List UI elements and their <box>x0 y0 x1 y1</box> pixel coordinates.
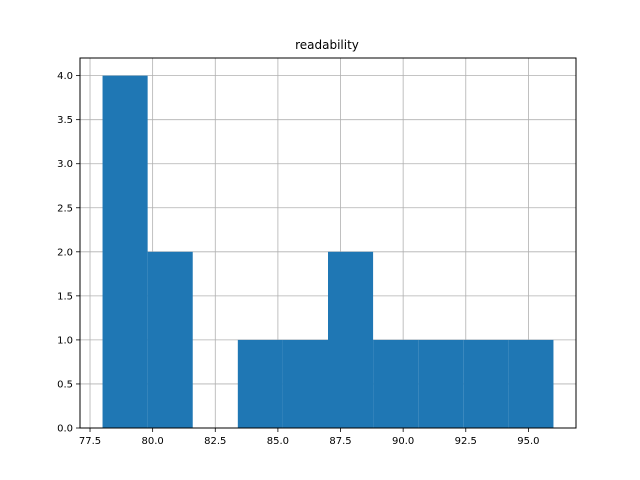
y-tick-label: 1.0 <box>57 335 73 346</box>
y-tick-label: 3.5 <box>57 115 73 126</box>
histogram-bar <box>102 75 148 428</box>
y-tick-label: 2.5 <box>57 203 73 214</box>
y-tick-label: 0.5 <box>57 379 73 390</box>
y-axis: 0.0 0.5 1.0 1.5 2.0 2.5 3.0 3.5 4.0 <box>57 71 80 435</box>
x-tick-label: 85.0 <box>267 436 289 447</box>
y-tick-label: 3.0 <box>57 159 73 170</box>
chart-title: readability <box>295 38 359 52</box>
y-tick-label: 0.0 <box>57 424 73 435</box>
x-tick-label: 95.0 <box>517 436 539 447</box>
histogram-bar <box>463 339 509 428</box>
x-tick-label: 80.0 <box>142 436 164 447</box>
histogram-bar <box>373 339 419 428</box>
bars-layer <box>102 75 554 428</box>
y-tick-label: 4.0 <box>57 71 73 82</box>
histogram-bar <box>282 339 328 428</box>
x-tick-label: 77.5 <box>79 436 101 447</box>
histogram-bar <box>508 339 554 428</box>
histogram-bar <box>147 251 193 428</box>
x-tick-label: 92.5 <box>455 436 477 447</box>
axes-frame <box>79 57 577 429</box>
y-tick-label: 1.5 <box>57 291 73 302</box>
x-tick-label: 90.0 <box>392 436 414 447</box>
histogram-bar <box>328 251 374 428</box>
x-tick-label: 82.5 <box>204 436 226 447</box>
histogram-bar <box>237 339 283 428</box>
y-tick-label: 2.0 <box>57 247 73 258</box>
x-tick-label: 87.5 <box>329 436 351 447</box>
histogram-bar <box>418 339 464 428</box>
x-axis: 77.5 80.0 82.5 85.0 87.5 90.0 92.5 95.0 <box>79 428 540 447</box>
